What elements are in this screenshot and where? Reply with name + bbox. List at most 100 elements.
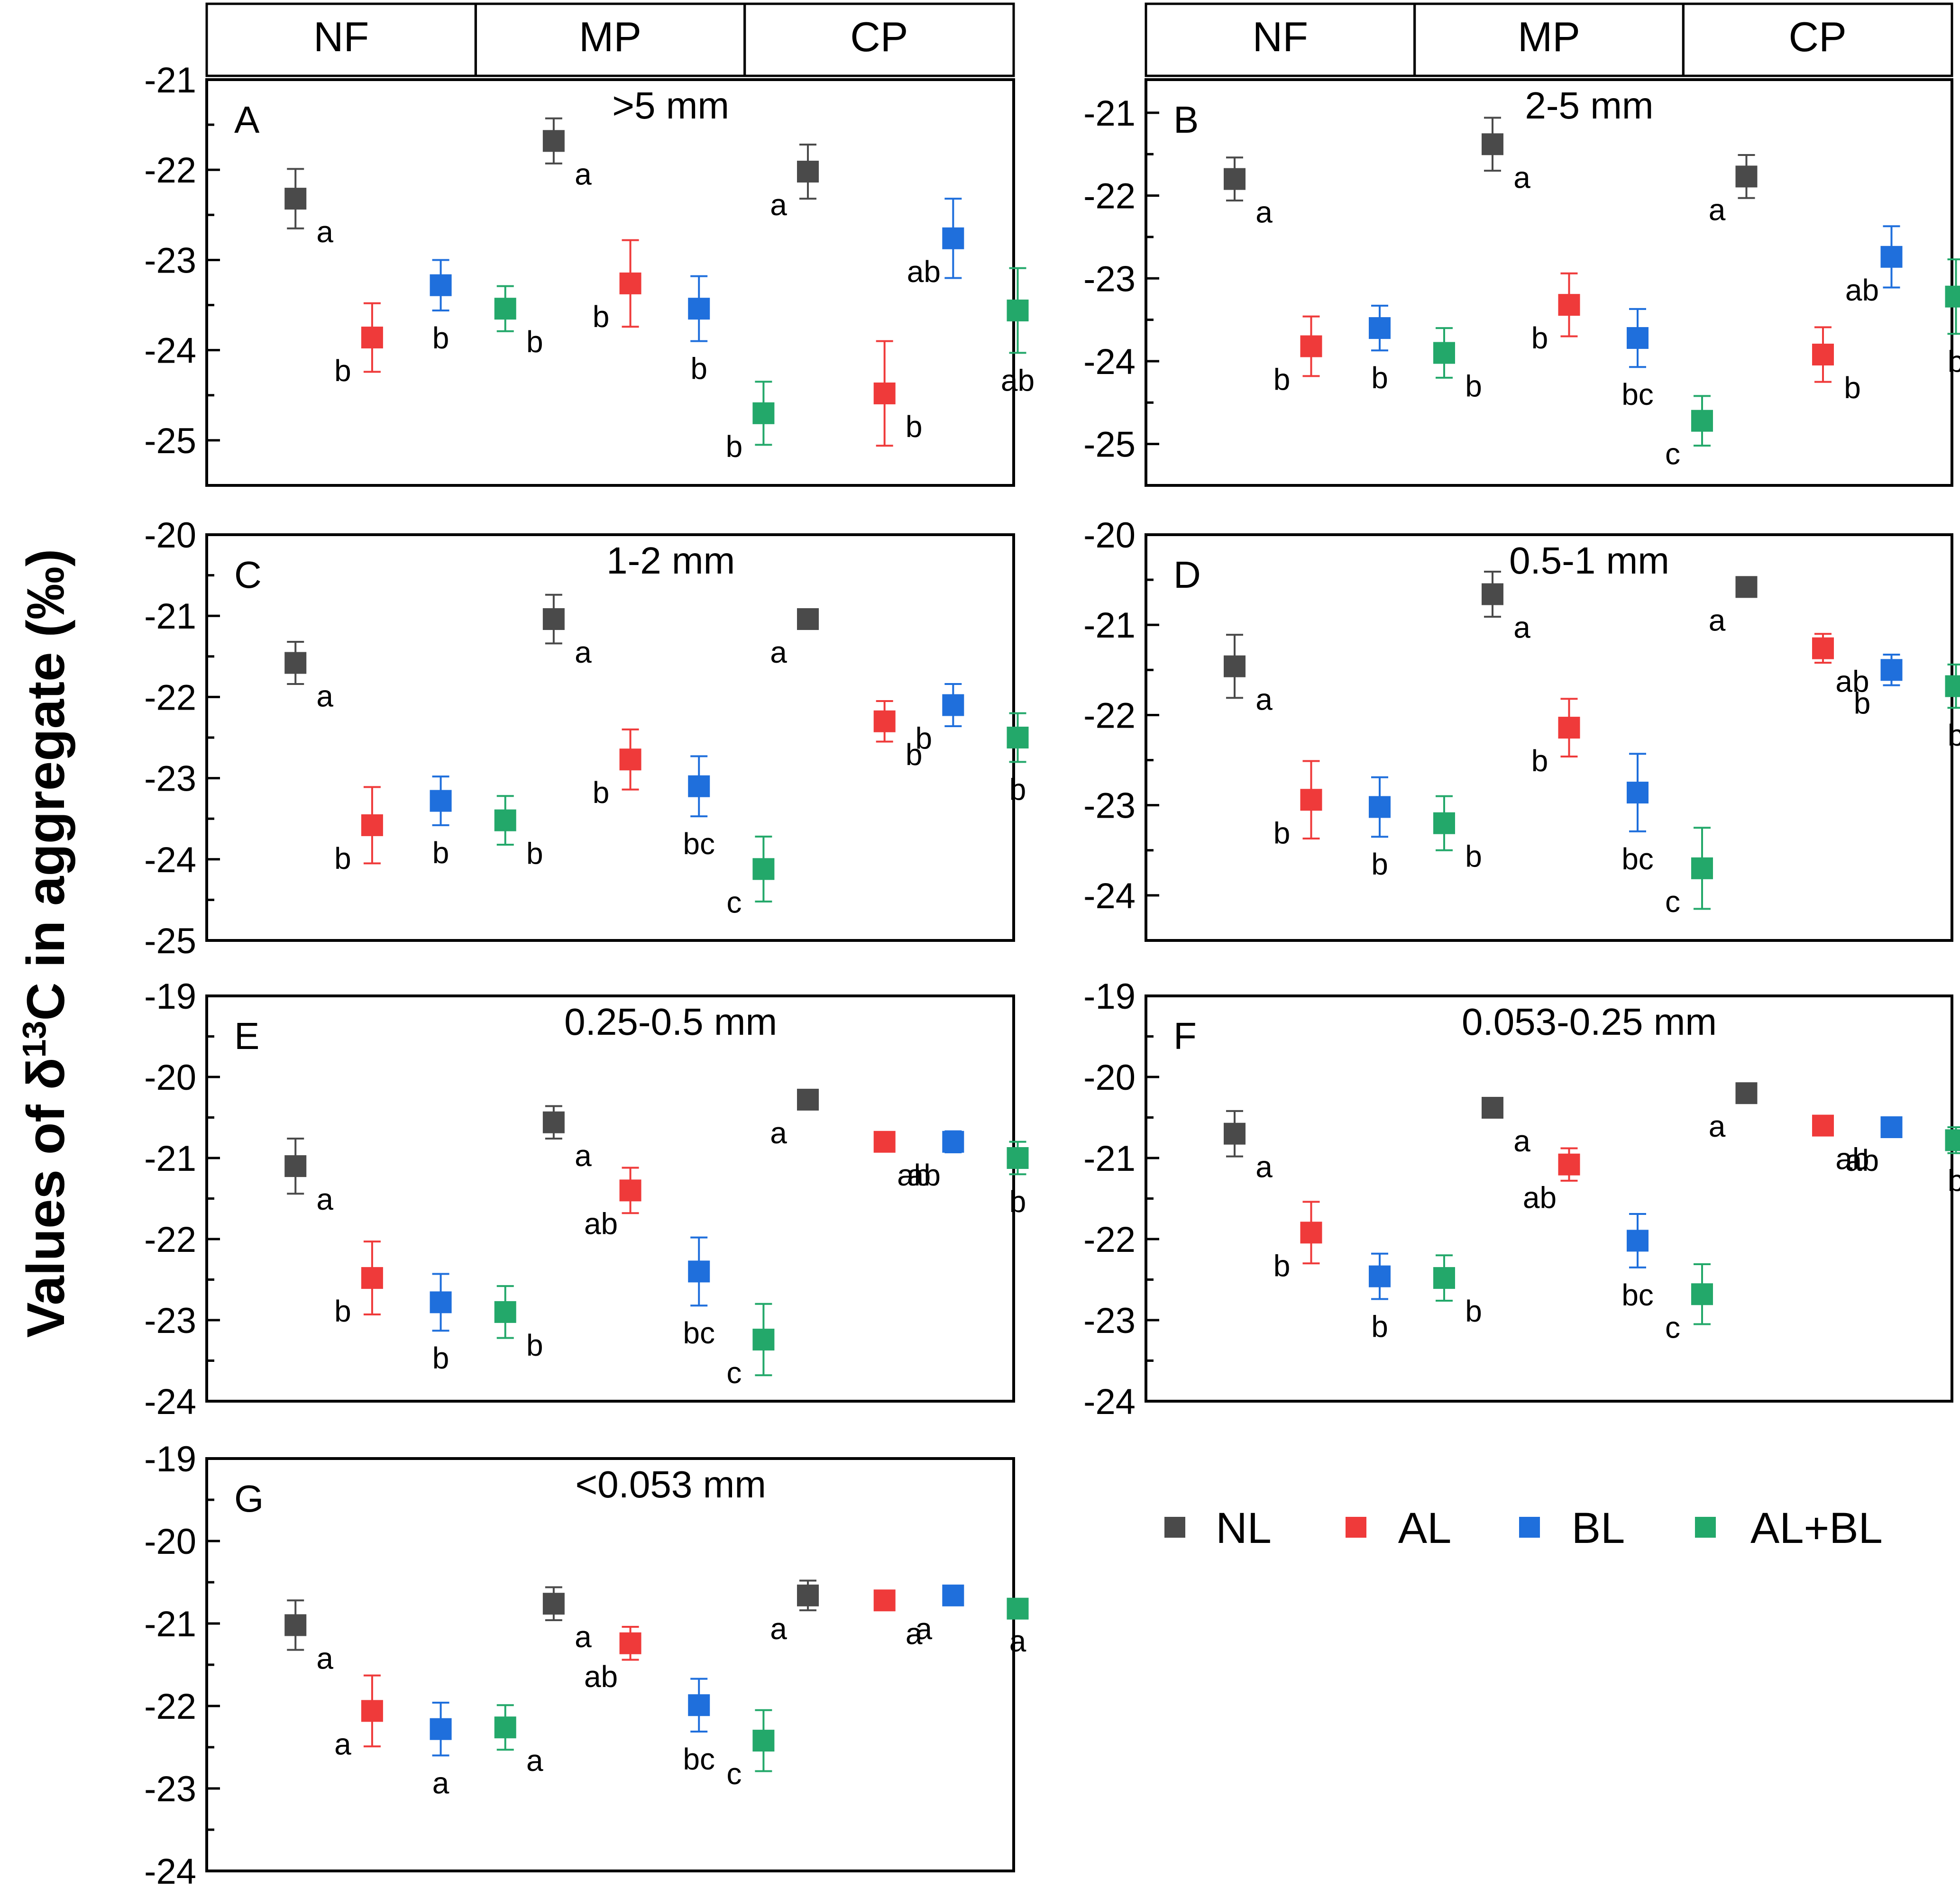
data-marker xyxy=(1369,317,1391,339)
significance-label: a xyxy=(526,1743,543,1778)
panel-title: 2-5 mm xyxy=(1525,84,1653,127)
significance-label: b xyxy=(906,738,923,772)
legend-label: AL xyxy=(1398,1504,1452,1552)
panel-letter: A xyxy=(234,99,260,141)
point-bl: bc xyxy=(683,1236,715,1350)
point-al-bl: b xyxy=(1945,663,1960,752)
significance-label: b xyxy=(593,775,610,810)
legend-item-al-bl: AL+BL xyxy=(1695,1504,1883,1552)
data-marker xyxy=(494,298,516,320)
data-marker xyxy=(1691,410,1713,432)
data-marker xyxy=(1627,782,1649,804)
data-marker xyxy=(688,1260,710,1283)
plot-frame xyxy=(1145,78,1953,487)
point-bl: bc xyxy=(1621,1213,1654,1312)
point-nl: a xyxy=(284,640,333,713)
plot-frame xyxy=(205,533,1015,942)
point-nl: a xyxy=(770,1579,819,1646)
panel-title: 1-2 mm xyxy=(606,539,735,582)
significance-label: a xyxy=(316,1182,333,1216)
group-mp: a b bcc xyxy=(1482,570,1713,919)
significance-label: a xyxy=(916,1612,933,1646)
point-nl: a xyxy=(1482,1096,1530,1158)
point-nl: a xyxy=(1224,156,1273,229)
y-tick-label: -21 xyxy=(1083,605,1136,646)
point-al-bl: b xyxy=(494,795,543,871)
panel-letter: E xyxy=(234,1015,259,1057)
point-al-bl: c xyxy=(726,1709,775,1791)
significance-label: a xyxy=(1513,1124,1530,1158)
point-al: ab xyxy=(1812,633,1869,699)
point-al-bl: ab xyxy=(1001,267,1035,397)
point-nl: a xyxy=(1709,1082,1758,1143)
y-tick-label: -20 xyxy=(144,1522,196,1562)
significance-label: ab xyxy=(1845,1143,1879,1177)
point-bl: ab xyxy=(1845,1116,1903,1177)
data-marker xyxy=(284,1155,307,1177)
data-marker xyxy=(797,1088,819,1111)
data-marker xyxy=(752,1329,775,1351)
point-al: b xyxy=(873,340,922,447)
data-marker xyxy=(1735,165,1758,188)
y-tick-label: -23 xyxy=(144,1301,196,1341)
y-tick-label: -22 xyxy=(144,1687,196,1727)
data-marker xyxy=(494,1301,516,1323)
y-tick-label: -20 xyxy=(144,1058,196,1098)
y-tick-label: -20 xyxy=(1083,1058,1136,1098)
significance-label: b xyxy=(1465,1294,1482,1328)
legend-label: BL xyxy=(1572,1504,1625,1552)
group-label-cp: CP xyxy=(1789,13,1847,60)
y-axis: -24 -23 -22 -21 -20 xyxy=(1083,515,1159,942)
legend-label: NL xyxy=(1216,1504,1272,1552)
significance-label: bc xyxy=(1621,1278,1654,1312)
legend-swatch xyxy=(1519,1517,1540,1538)
significance-label: b xyxy=(432,836,449,870)
point-bl: bc xyxy=(683,1678,715,1776)
panel-header: NF MP CP xyxy=(1145,2,1953,77)
legend-label: AL+BL xyxy=(1750,1504,1883,1552)
data-marker xyxy=(1007,299,1029,321)
significance-label: a xyxy=(770,1612,787,1646)
group-label-mp: MP xyxy=(579,13,641,60)
significance-label: b xyxy=(1854,686,1871,720)
data-marker xyxy=(1735,576,1758,598)
y-tick-label: -23 xyxy=(1083,259,1136,299)
significance-label: b xyxy=(1009,772,1026,806)
data-marker xyxy=(430,1291,452,1313)
data-marker xyxy=(797,608,819,630)
point-nl: a xyxy=(1224,634,1273,717)
significance-label: a xyxy=(316,679,333,713)
data-marker xyxy=(1300,1222,1322,1244)
significance-label: b xyxy=(1948,344,1960,378)
significance-label: ab xyxy=(1835,665,1869,699)
significance-label: ab xyxy=(1523,1181,1557,1215)
y-axis: -25 -24 -23 -22 -21 -20 xyxy=(144,515,220,961)
y-tick-label: -25 xyxy=(144,921,196,961)
y-tick-label: -23 xyxy=(144,1769,196,1809)
y-axis: -24 -23 -22 -21 -20 -19 xyxy=(144,976,220,1422)
data-marker xyxy=(1433,1267,1455,1289)
legend-item-bl: BL xyxy=(1519,1504,1625,1552)
point-al-bl: b xyxy=(1007,712,1029,806)
panel-letter: C xyxy=(234,554,262,596)
significance-label: b xyxy=(1531,321,1548,355)
significance-label: a xyxy=(575,635,592,669)
point-bl: a xyxy=(916,1584,964,1646)
significance-label: a xyxy=(906,1616,923,1651)
panel-title: >5 mm xyxy=(612,84,729,127)
significance-label: a xyxy=(316,215,333,249)
significance-label: b xyxy=(1273,363,1291,397)
data-marker xyxy=(688,1694,710,1716)
data-marker xyxy=(873,1131,896,1153)
point-al: ab xyxy=(1812,1114,1869,1176)
significance-label: a xyxy=(334,1727,351,1761)
y-tick-label: -21 xyxy=(144,1604,196,1644)
significance-label: ab xyxy=(584,1206,618,1240)
point-nl: a xyxy=(770,608,819,669)
significance-label: c xyxy=(726,1356,742,1390)
